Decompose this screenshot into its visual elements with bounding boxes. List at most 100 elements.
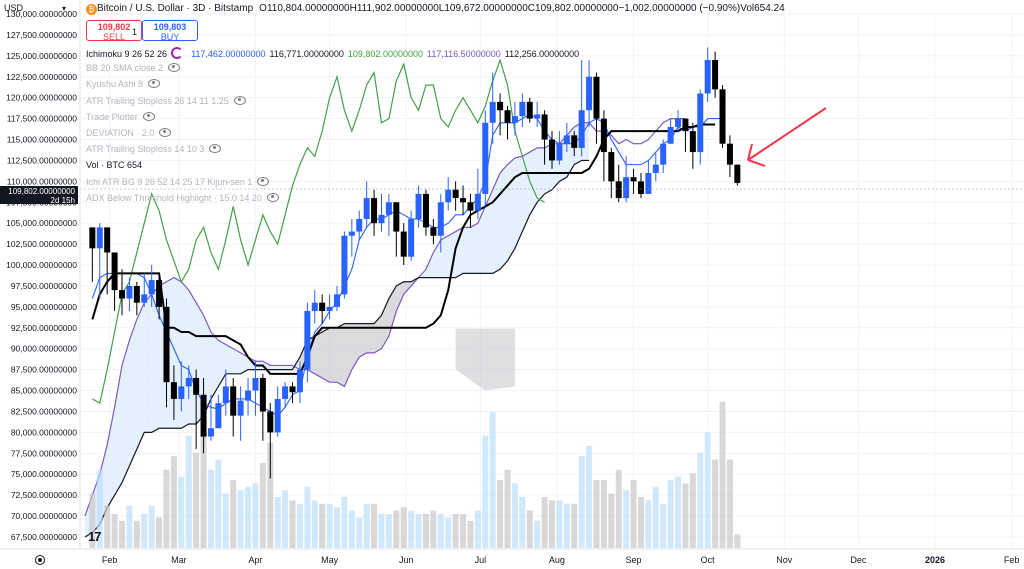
candle-body xyxy=(460,198,467,203)
currency-label[interactable]: USD xyxy=(4,3,24,13)
candle-body xyxy=(586,76,593,111)
indicator-label: Vol · BTC 654 xyxy=(86,160,143,171)
cloud-segment xyxy=(351,323,360,370)
volume-bar xyxy=(363,503,370,548)
candle-body xyxy=(319,302,326,312)
y-tick-label: 92,500.00000000 xyxy=(11,323,77,333)
eye-icon[interactable] xyxy=(266,192,279,202)
chevron-down-icon[interactable]: ▾ xyxy=(62,4,67,13)
y-tick-label: 130,000.00000000 xyxy=(6,9,77,19)
candle-body xyxy=(593,76,600,119)
sell-label: SELL xyxy=(102,32,126,42)
volume-bar xyxy=(712,459,719,548)
cloud-segment xyxy=(329,327,338,383)
volume-bar xyxy=(571,503,578,548)
candle-body xyxy=(148,280,155,295)
volume-bar xyxy=(608,493,615,548)
indicator-item[interactable]: ADX Below Threshold Highlight · 15.0 14 … xyxy=(86,192,279,203)
indicator-item[interactable]: Ichi ATR BG 9 26 52 14 25 17 Kijun-sen 1 xyxy=(86,176,270,187)
y-tick-label: 117,500.00000000 xyxy=(7,114,78,124)
eye-icon[interactable] xyxy=(168,63,181,73)
refresh-icon[interactable] xyxy=(171,47,184,59)
eye-icon[interactable] xyxy=(159,128,172,137)
volume-bar xyxy=(230,480,237,548)
candle-body xyxy=(689,131,696,153)
volume-bar xyxy=(274,497,281,548)
candle-body xyxy=(304,311,311,370)
senkou-span-a xyxy=(84,117,686,517)
indicator-item[interactable]: DEVIATION · 2.0 xyxy=(86,128,172,138)
buy-button[interactable]: 109,803 BUY xyxy=(142,20,198,42)
cloud-segment xyxy=(225,344,234,374)
indicator-item[interactable]: Vol · BTC 654 xyxy=(86,160,142,170)
buy-price: 109,803 xyxy=(153,22,187,32)
candle-body xyxy=(289,386,296,393)
symbol-header: ₿ Bitcoin / U.S. Dollar · 3D · Bitstamp O1… xyxy=(86,3,785,15)
cloud-segment xyxy=(107,407,115,508)
tradingview-logo[interactable]: 17 xyxy=(88,529,102,544)
candle-body xyxy=(600,118,607,153)
last-price-badge: 109,802.00000000 2d 15h xyxy=(0,186,78,205)
cloud-segment xyxy=(477,206,486,274)
indicator-item[interactable]: ATR Trailing Stoploss 14 10 3 xyxy=(86,144,222,154)
candle-body xyxy=(571,135,578,148)
candle-body xyxy=(422,193,429,228)
cloud-segment xyxy=(440,235,449,278)
candle-body xyxy=(719,89,726,144)
eye-icon[interactable] xyxy=(148,79,161,89)
indicator-item[interactable]: Trade Plotter xyxy=(86,111,155,122)
candle-body xyxy=(474,193,481,211)
cloud-segment xyxy=(529,147,538,215)
candle-body xyxy=(348,231,355,236)
cloud-segment xyxy=(218,340,226,387)
volume-bar xyxy=(252,483,259,548)
y-tick-label: 102,500.00000000 xyxy=(6,239,77,249)
volume-bar xyxy=(178,476,185,548)
candle-body xyxy=(385,202,392,215)
candle-body xyxy=(334,294,341,307)
high-value: 111,902.00000000 xyxy=(356,3,439,14)
candle-body xyxy=(193,378,200,395)
eye-icon[interactable] xyxy=(209,144,222,154)
symbol-title[interactable]: Bitcoin / U.S. Dollar · 3D · Bitstamp xyxy=(97,3,254,14)
x-tick-label: Feb xyxy=(1004,555,1020,565)
eye-icon[interactable] xyxy=(142,111,155,121)
indicator-item[interactable]: Ichimoku 9 26 52 26 117,462.00000000 116,7… xyxy=(86,47,579,59)
candle-body xyxy=(296,369,303,393)
volume-bar xyxy=(319,503,326,548)
volume-bar xyxy=(645,500,652,548)
volume-bar xyxy=(378,514,385,548)
indicator-item[interactable]: Kyushu Ashi 8 xyxy=(86,79,161,89)
candle-body xyxy=(511,116,518,123)
eye-icon[interactable] xyxy=(233,95,246,105)
volume-bar xyxy=(734,534,741,548)
cloud-segment xyxy=(396,281,404,312)
sell-button[interactable]: 109,802 SELL xyxy=(86,20,142,42)
x-tick-label: Feb xyxy=(102,555,118,565)
cloud-segment xyxy=(344,323,352,387)
x-tick-label: Apr xyxy=(248,555,262,565)
cloud-segment xyxy=(433,239,441,278)
volume-bar xyxy=(222,493,229,548)
volume-value: 654.24 xyxy=(754,3,785,14)
candle-body xyxy=(371,198,378,224)
indicator-item[interactable]: ATR Trailing Stoploss 26 14 11 1.25 xyxy=(86,95,246,106)
eye-icon[interactable] xyxy=(257,176,270,186)
candle-body xyxy=(156,280,163,307)
candle-body xyxy=(482,122,489,194)
grid xyxy=(80,13,1024,548)
indicator-label: BB 20 SMA close 2 xyxy=(86,63,164,74)
volume-bar xyxy=(237,490,244,548)
order-quantity[interactable]: 1 xyxy=(132,27,138,37)
volume-bar xyxy=(148,505,155,548)
settings-icon[interactable] xyxy=(35,555,45,565)
candle-body xyxy=(630,177,637,182)
cloud-segment xyxy=(136,302,145,450)
volume-bar xyxy=(526,510,533,548)
last-price-value: 109,802.00000000 xyxy=(8,187,75,196)
x-tick-label: Dec xyxy=(850,555,867,565)
indicator-item[interactable]: BB 20 SMA close 2 xyxy=(86,63,181,74)
y-tick-label: 70,000.00000000 xyxy=(11,511,77,521)
volume-bar xyxy=(296,503,303,548)
